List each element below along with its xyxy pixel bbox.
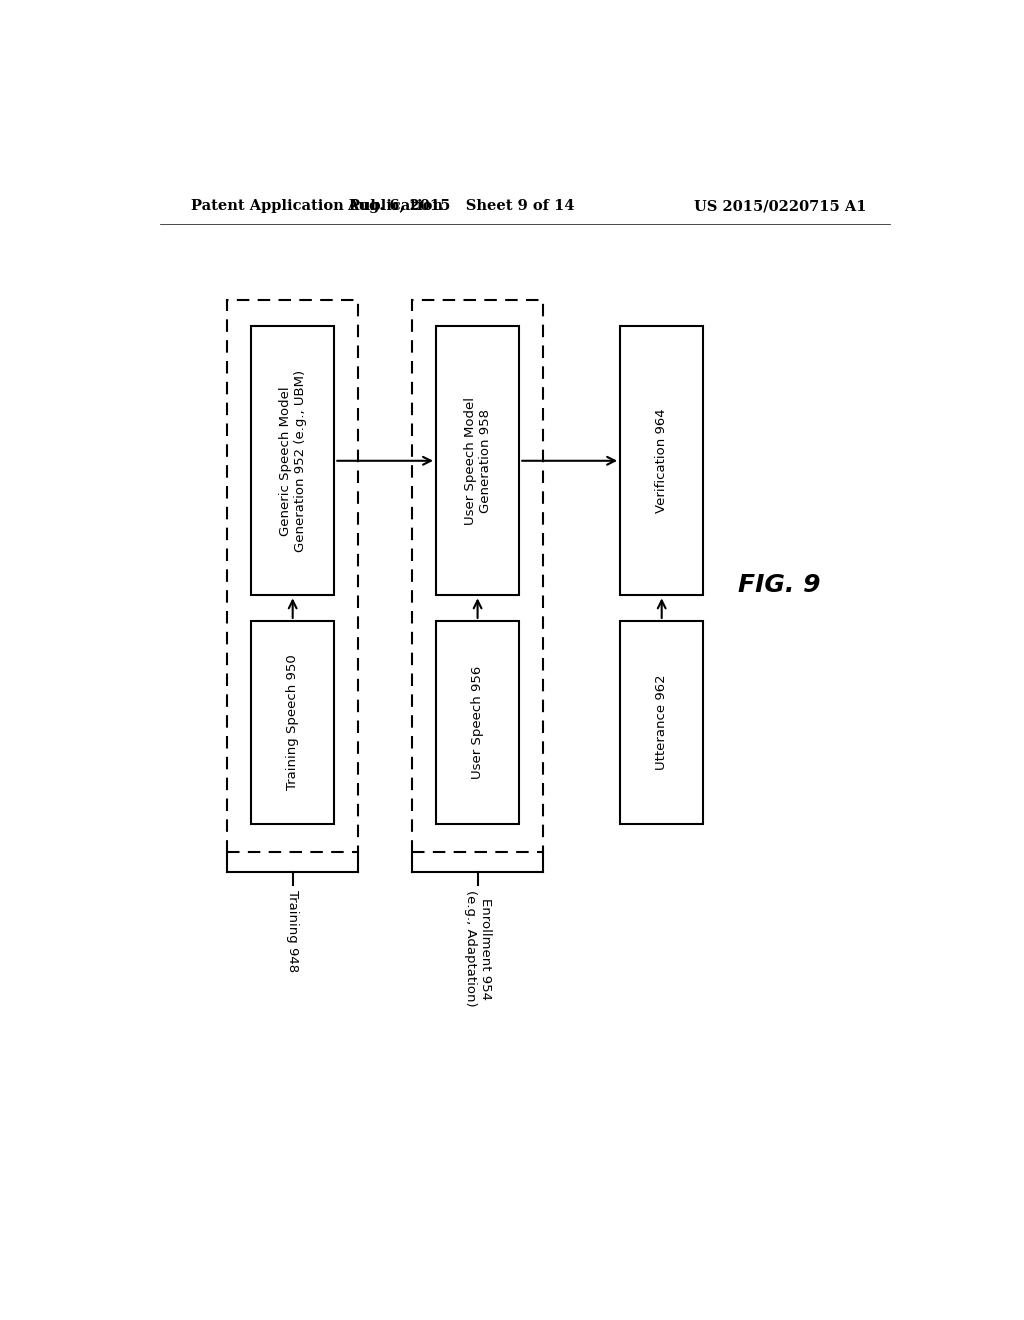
Text: User Speech Model
Generation 958: User Speech Model Generation 958 bbox=[464, 397, 492, 525]
Bar bbox=[412, 300, 543, 851]
Bar bbox=[227, 300, 358, 851]
Bar bbox=[620, 620, 703, 824]
Text: Verification 964: Verification 964 bbox=[655, 408, 669, 513]
Bar bbox=[251, 620, 334, 824]
Text: Utterance 962: Utterance 962 bbox=[655, 675, 669, 771]
Text: Training Speech 950: Training Speech 950 bbox=[286, 655, 299, 791]
Text: Patent Application Publication: Patent Application Publication bbox=[191, 199, 443, 213]
Text: Enrollment 954
(e.g., Adaptation): Enrollment 954 (e.g., Adaptation) bbox=[464, 890, 492, 1007]
Bar bbox=[620, 326, 703, 595]
Bar bbox=[251, 326, 334, 595]
Text: Generic Speech Model
Generation 952 (e.g., UBM): Generic Speech Model Generation 952 (e.g… bbox=[279, 370, 306, 552]
Text: User Speech 956: User Speech 956 bbox=[471, 665, 484, 779]
Text: Aug. 6, 2015   Sheet 9 of 14: Aug. 6, 2015 Sheet 9 of 14 bbox=[347, 199, 575, 213]
Text: Training 948: Training 948 bbox=[286, 890, 299, 973]
Text: US 2015/0220715 A1: US 2015/0220715 A1 bbox=[693, 199, 866, 213]
Bar bbox=[436, 326, 519, 595]
Bar bbox=[436, 620, 519, 824]
Text: FIG. 9: FIG. 9 bbox=[737, 573, 820, 597]
